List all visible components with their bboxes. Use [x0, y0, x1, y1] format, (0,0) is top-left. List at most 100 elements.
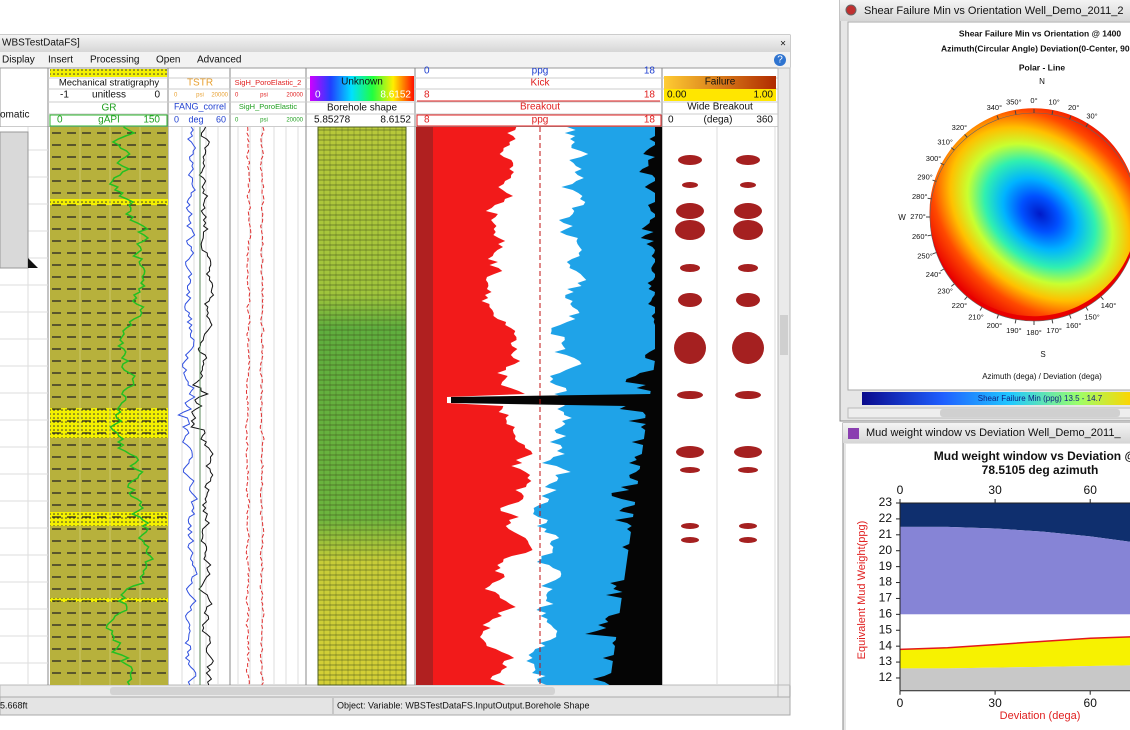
window-title: Shear Failure Min vs Orientation Well_De… [864, 5, 1123, 17]
y-tick-label: 19 [879, 559, 893, 573]
y-tick-label: 15 [879, 622, 893, 636]
menu-item[interactable]: Open [156, 55, 180, 66]
breakout-blob [738, 467, 758, 473]
breakout-blob [677, 391, 703, 399]
breakout-blob [682, 182, 698, 188]
track-label: omatic [0, 110, 29, 121]
breakout-blob [675, 220, 705, 240]
y-tick-label: 21 [879, 527, 893, 541]
angle-label: 30° [1086, 112, 1097, 121]
label: 0 [424, 66, 430, 77]
label: (dega) [704, 115, 733, 126]
mw-area [900, 665, 1130, 690]
angle-label: 280° [912, 192, 928, 201]
x-axis-label: Deviation (dega) [1000, 710, 1081, 722]
status-object: Object: Variable: WBSTestDataFS.InputOut… [337, 700, 589, 710]
x-tick-label-top: 0 [897, 483, 904, 497]
window-title: WBSTestDataFS] [2, 38, 80, 49]
compass-label: S [1040, 350, 1045, 359]
label: deg [188, 114, 203, 124]
label: 0 [315, 90, 321, 101]
angle-label: 270° [910, 212, 926, 221]
label: 5.85278 [314, 115, 351, 126]
compass-label: W [898, 213, 906, 222]
menu-item[interactable]: Insert [48, 55, 73, 66]
angle-label: 230° [937, 287, 953, 296]
breakout-blob [739, 537, 757, 543]
window-icon [846, 5, 856, 15]
label: 0.00 [667, 90, 687, 101]
angle-label: 350° [1006, 98, 1022, 107]
label: 20000 [286, 118, 303, 124]
breakout-blob [736, 155, 760, 165]
angle-label: 160° [1066, 321, 1082, 330]
breakout-blob [681, 523, 699, 529]
y-axis-label: Equivalent Mud Weight(ppg) [856, 521, 868, 660]
chart-title: Mud weight window vs Deviation @ 1 [934, 449, 1130, 463]
label: 18 [644, 115, 656, 126]
scroll-thumb[interactable] [780, 315, 788, 355]
label: unitless [92, 90, 126, 101]
angle-label: 170° [1046, 326, 1062, 335]
plot-kind: Polar - Line [1019, 62, 1066, 72]
label: Unknown [341, 77, 383, 88]
y-tick-label: 20 [879, 543, 893, 557]
menu-item[interactable]: Advanced [197, 55, 241, 66]
label: psi [196, 93, 204, 99]
strip [416, 127, 433, 685]
x-tick-label: 30 [988, 696, 1002, 710]
chart-title: Shear Failure Min vs Orientation @ 1400 [959, 28, 1122, 38]
strat-pattern [50, 69, 167, 77]
menu-item[interactable]: Processing [90, 55, 139, 66]
label: Failure [705, 77, 736, 88]
label: -1 [60, 90, 69, 101]
label: psi [260, 118, 268, 124]
label: 150 [143, 115, 160, 126]
angle-label: 200° [987, 321, 1003, 330]
breakout-blob [678, 155, 702, 165]
breakout-blob [734, 446, 762, 458]
label: 0 [57, 115, 63, 126]
colorbar-label: Shear Failure Min (ppg) 13.5 - 14.7 [978, 394, 1103, 403]
angle-tick [928, 198, 932, 199]
label: Kick [531, 78, 551, 89]
breakout-blob [738, 264, 758, 272]
angle-tick [1015, 111, 1016, 115]
scroll-thumb[interactable] [110, 687, 555, 695]
breakout-blob [681, 537, 699, 543]
close-button[interactable]: × [780, 39, 786, 50]
angle-label: 240° [926, 270, 942, 279]
label: SigH_PoroElastic [239, 102, 298, 111]
breakout-blob [732, 332, 764, 364]
chart-subtitle: Azimuth(Circular Angle) Deviation(0-Cent… [941, 43, 1130, 53]
label: 8 [424, 115, 430, 126]
breakout-blob [680, 467, 700, 473]
status-depth: 5.668ft [0, 700, 28, 710]
chart-subtitle: 78.5105 deg azimuth [982, 463, 1099, 477]
angle-label: 310° [937, 137, 953, 146]
label: 20000 [211, 93, 228, 99]
vertical-scrollbar[interactable] [778, 68, 790, 685]
x-tick-label: 0 [897, 696, 904, 710]
scroll-thumb[interactable] [940, 409, 1120, 417]
y-tick-label: 13 [879, 654, 893, 668]
angle-label: 220° [952, 301, 968, 310]
angle-label: 300° [926, 154, 942, 163]
breakout-blob [734, 203, 762, 219]
label: psi [260, 93, 268, 99]
angle-label: 190° [1006, 326, 1022, 335]
label: 8.6152 [380, 115, 411, 126]
label: 60 [216, 114, 226, 124]
label: 18 [644, 90, 656, 101]
label: 0 [154, 90, 160, 101]
breakout-blob [674, 332, 706, 364]
angle-label: 320° [952, 123, 968, 132]
selection-box [0, 132, 28, 268]
angle-label: 210° [968, 312, 984, 321]
window-icon [848, 428, 859, 439]
angle-label: 180° [1026, 328, 1042, 337]
sand-band [50, 512, 168, 526]
label: 0 [174, 114, 179, 124]
menu-item[interactable]: Display [2, 55, 35, 66]
